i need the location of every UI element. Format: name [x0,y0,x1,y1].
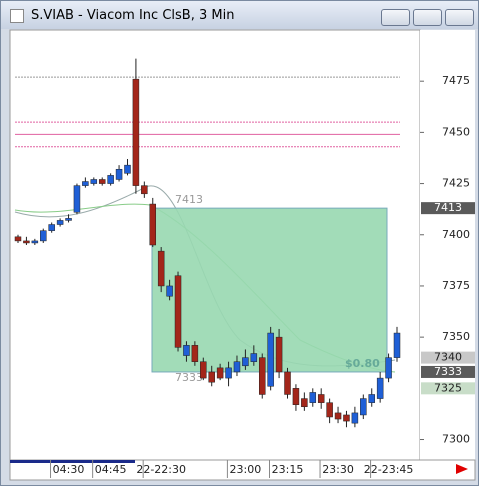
y-tick-label: 7375 [442,279,470,292]
y-tick-label: 7450 [442,125,470,138]
scroll-indicator [10,460,135,463]
candle-body [73,185,81,213]
window-title: S.VIAB - Viacom Inc ClsB, 3 Min [31,8,235,23]
candle-body [208,371,215,383]
minimize-button[interactable] [381,9,410,26]
y-tick-label: 7350 [442,330,470,343]
candle-body [115,168,123,180]
price-badge-label: 7340 [434,351,462,364]
x-axis-area [9,459,476,481]
price-badge [421,202,475,215]
candle-body [65,218,72,221]
price-badge [421,382,475,395]
x-tick-label: 23:30 [322,463,354,476]
candle-body [267,332,274,387]
x-tick-label: 23:00 [230,463,262,476]
x-tick-label: 23:15 [272,463,304,476]
candle-body [191,345,199,362]
x-tick-label: 04:30 [53,463,85,476]
candle-body [317,394,325,403]
zone-bottom-label: 7333 [175,371,203,384]
candle-body [326,402,333,418]
candle-body [292,388,300,405]
x-tick-label: 22-23:45 [364,463,414,476]
y-tick-label: 7425 [442,177,470,190]
candle-body [360,398,367,416]
candle-body [216,367,224,379]
candle-body [368,394,375,403]
candle-body [334,412,342,420]
candle-body [124,164,131,174]
candle-body [183,345,190,356]
candle-body [157,250,165,287]
candle-body [376,377,384,399]
y-tick-label: 7300 [442,433,470,446]
candle-body [225,367,232,379]
title-bar: S.VIAB - Viacom Inc ClsB, 3 Min [1,1,478,29]
candle-body [250,353,258,362]
candle-body [309,392,317,403]
candle-body [149,203,157,246]
candle-body [258,357,266,395]
candle-body [301,398,308,408]
candle-body [23,240,30,244]
candle-body [40,230,47,242]
candle-body [56,220,64,225]
price-badge [421,365,475,378]
close-button[interactable] [445,9,474,26]
x-tick-label: 04:45 [95,463,127,476]
candle-body [242,357,249,367]
candle-body [275,336,283,373]
app-icon [10,9,24,23]
candle-body [82,181,89,186]
candle-body [48,224,55,231]
candle-body [233,361,241,373]
y-tick-label: 7475 [442,74,470,87]
y-axis-area [420,30,475,460]
price-badge-label: 7325 [434,381,462,394]
candle-body [107,175,114,184]
candle-body [166,285,173,297]
price-badge-label: 7333 [434,365,462,378]
candle-body [351,412,359,424]
maximize-button[interactable] [413,9,442,26]
candle-body [14,236,22,242]
candle-body [343,414,350,422]
price-badge-label: 7413 [434,201,462,214]
candle-body [132,78,140,186]
candle-body [174,275,182,348]
y-tick-label: 7400 [442,228,470,241]
candle-body [98,179,106,184]
price-badge [421,351,475,364]
candle-body [90,179,98,184]
candle-body [284,371,291,395]
candle-body [141,185,148,195]
candle-body [393,332,401,358]
zone-top-label: 7413 [175,193,203,206]
x-tick-label: 22-22:30 [136,463,186,476]
zone-amount: $0.80 [345,357,380,370]
scroll-arrow[interactable] [456,464,468,474]
candle-body [200,361,207,379]
candle-body [31,240,39,244]
candle-body [385,357,392,379]
